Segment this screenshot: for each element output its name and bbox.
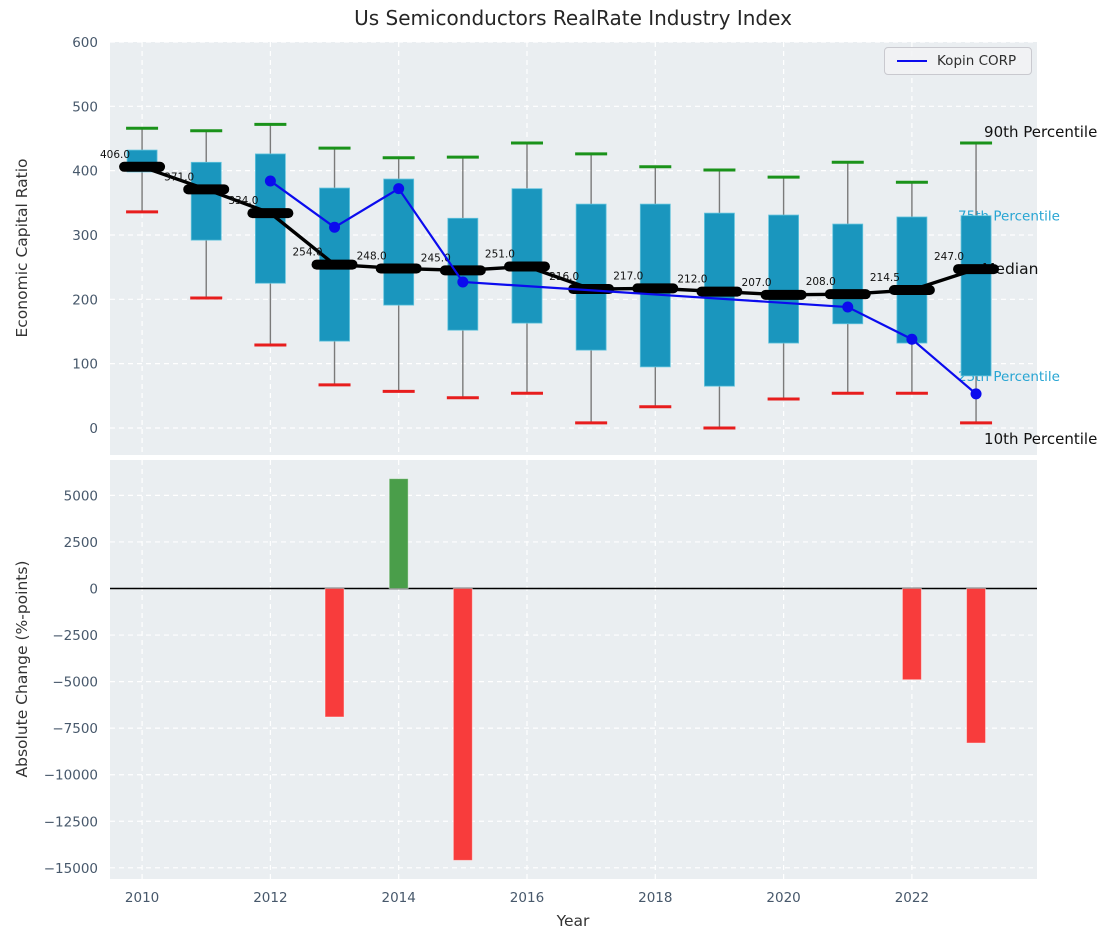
top-ytick-400: 400 (72, 164, 98, 180)
median-value-label-2020: 207.0 (742, 277, 772, 289)
median-value-label-2013: 254.0 (292, 247, 322, 259)
kopin-point-2023 (970, 388, 982, 400)
xtick-2020: 2020 (766, 890, 800, 906)
annotation-90th-percentile: 90th Percentile (984, 123, 1097, 141)
median-value-label-2018: 217.0 (613, 270, 643, 282)
top-ytick-300: 300 (72, 228, 98, 244)
xtick-2022: 2022 (895, 890, 929, 906)
bottom-plot-area (110, 460, 1037, 879)
box-2017 (575, 203, 607, 351)
box-2020 (768, 214, 799, 344)
median-marker-2019 (696, 286, 743, 297)
legend-label: Kopin CORP (937, 53, 1017, 69)
legend-line-sample (897, 60, 927, 62)
kopin-point-2013 (329, 221, 341, 233)
median-marker-2022 (888, 284, 935, 295)
change-bar-2015 (452, 587, 473, 861)
box-2023 (960, 215, 992, 377)
x-axis-label: Year (556, 912, 590, 930)
kopin-point-2022 (906, 333, 918, 345)
median-marker-2011 (183, 184, 230, 195)
median-value-label-2010: 406.0 (100, 149, 130, 161)
chart-title: Us Semiconductors RealRate Industry Inde… (354, 6, 792, 30)
box-2022 (896, 216, 928, 344)
change-bar-2014 (388, 478, 409, 589)
median-marker-2015 (439, 265, 486, 276)
bottom-ytick--5000: −5000 (52, 675, 98, 691)
top-ytick-500: 500 (72, 99, 98, 115)
top-ytick-100: 100 (72, 357, 98, 373)
box-2011 (190, 161, 222, 241)
median-marker-2023 (953, 264, 1000, 275)
annotation-10th-percentile: 10th Percentile (984, 430, 1097, 448)
xtick-2014: 2014 (382, 890, 416, 906)
box-2012 (254, 153, 286, 284)
median-value-label-2019: 212.0 (677, 274, 707, 286)
kopin-point-2012 (264, 175, 276, 187)
kopin-point-2015 (457, 276, 469, 288)
median-value-label-2011: 371.0 (164, 171, 194, 183)
change-bar-2022 (901, 587, 922, 681)
median-marker-2020 (760, 289, 807, 300)
box-2014 (383, 178, 415, 306)
top-ytick-200: 200 (72, 292, 98, 308)
change-bar-2013 (324, 587, 345, 718)
box-2016 (511, 188, 543, 324)
median-marker-2018 (632, 283, 679, 294)
xtick-2012: 2012 (253, 890, 287, 906)
legend: Kopin CORP (884, 47, 1033, 75)
xtick-2010: 2010 (125, 890, 159, 906)
bottom-ytick--10000: −10000 (44, 768, 98, 784)
median-value-label-2012: 334.0 (228, 195, 258, 207)
xtick-2018: 2018 (638, 890, 672, 906)
median-marker-2012 (247, 208, 294, 219)
median-value-label-2022: 214.5 (870, 272, 900, 284)
bottom-ytick-5000: 5000 (64, 488, 98, 504)
median-marker-2013 (311, 259, 358, 270)
bottom-ytick-2500: 2500 (64, 535, 98, 551)
bottom-ytick--12500: −12500 (44, 814, 98, 830)
median-value-label-2017: 216.0 (549, 271, 579, 283)
xtick-2016: 2016 (510, 890, 544, 906)
bottom-ytick--2500: −2500 (52, 628, 98, 644)
kopin-point-2014 (393, 183, 405, 195)
top-ytick-0: 0 (89, 421, 98, 437)
median-value-label-2016: 251.0 (485, 249, 515, 261)
median-marker-2010 (119, 161, 166, 172)
change-bar-2023 (966, 587, 987, 744)
median-value-label-2021: 208.0 (806, 276, 836, 288)
median-value-label-2023: 247.0 (934, 251, 964, 263)
bottom-ytick--15000: −15000 (44, 861, 98, 877)
median-value-label-2014: 248.0 (357, 250, 387, 262)
median-marker-2016 (503, 261, 550, 272)
median-marker-2021 (824, 289, 871, 300)
median-marker-2014 (375, 263, 422, 274)
kopin-point-2021 (842, 301, 854, 313)
bottom-ytick--7500: −7500 (52, 721, 98, 737)
top-ytick-600: 600 (72, 35, 98, 51)
bottom-ytick-0: 0 (89, 581, 98, 597)
